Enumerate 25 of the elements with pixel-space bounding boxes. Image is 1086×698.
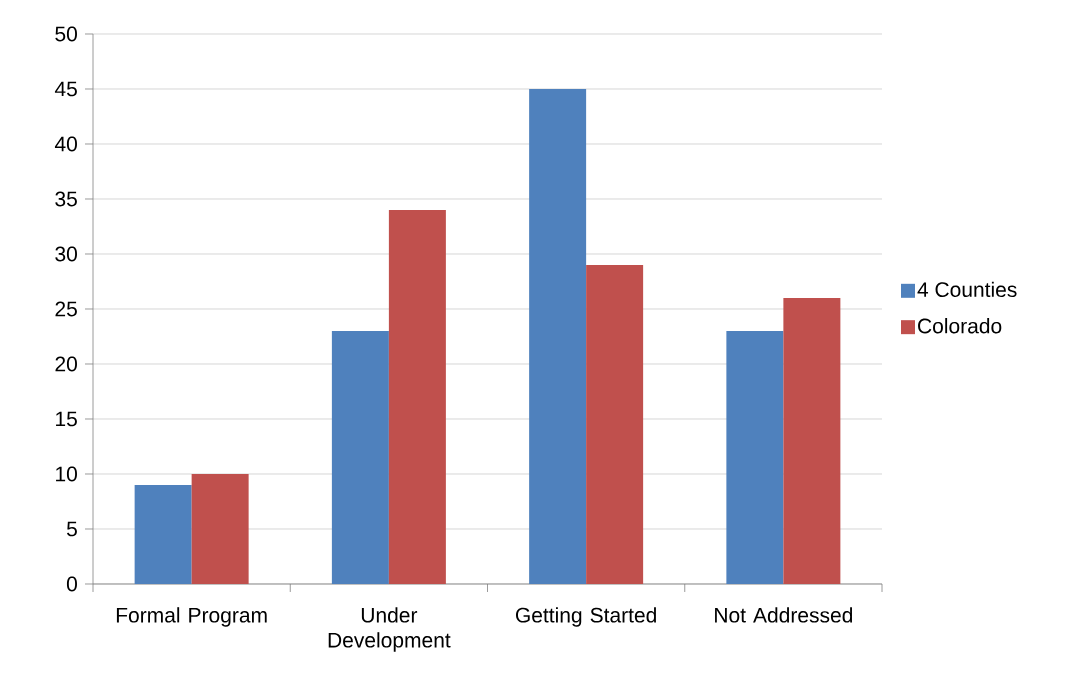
y-tick-label: 15 — [56, 411, 77, 427]
x-tick-label: Getting Started — [515, 607, 656, 627]
bar — [388, 209, 446, 584]
x-tick-label: Under Development — [328, 607, 451, 652]
y-tick-label: 50 — [55, 26, 77, 42]
y-tick-label: 35 — [55, 191, 77, 207]
x-tick-label: Formal Program — [116, 607, 267, 627]
bar — [726, 330, 784, 584]
y-tick-label: 45 — [54, 81, 77, 97]
bar — [586, 264, 644, 584]
bar — [134, 484, 192, 584]
bar — [331, 330, 389, 584]
y-tick-label: 0 — [66, 576, 77, 592]
bar — [529, 88, 587, 584]
x-tick-label: Not Addressed — [715, 607, 853, 623]
y-tick-label: 30 — [55, 246, 77, 262]
y-tick-label: 10 — [56, 466, 77, 482]
bar — [783, 297, 841, 584]
y-tick-label: 40 — [54, 136, 77, 152]
legend-label: 4 Counties — [917, 281, 1017, 298]
y-tick-label: 25 — [55, 301, 77, 317]
y-tick-label: 5 — [66, 521, 77, 537]
y-tick-label: 20 — [55, 356, 77, 372]
legend-label: Colorado — [918, 317, 1002, 334]
bar — [191, 473, 249, 584]
